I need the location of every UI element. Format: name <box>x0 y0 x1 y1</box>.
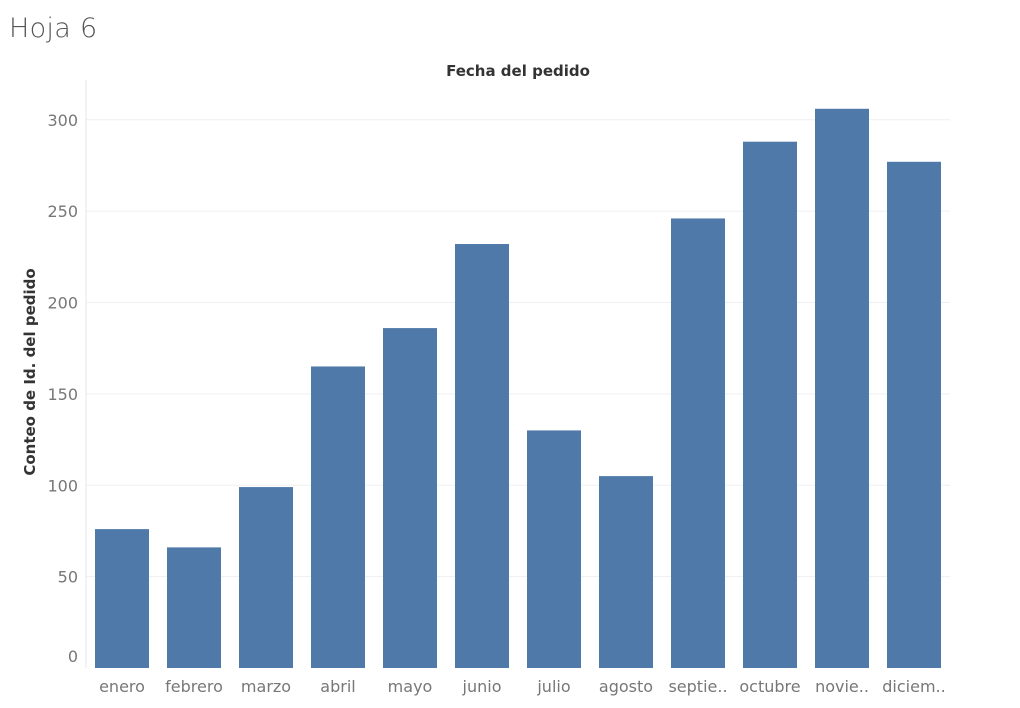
bar-2[interactable] <box>167 547 221 668</box>
bar-8[interactable] <box>599 476 653 668</box>
x-tick-label: enero <box>99 677 145 696</box>
y-tick-label: 300 <box>47 111 78 130</box>
y-tick-label: 200 <box>47 294 78 313</box>
x-axis-title: Fecha del pedido <box>446 62 590 80</box>
bar-5[interactable] <box>383 328 437 668</box>
x-tick-label: octubre <box>739 677 800 696</box>
y-tick-label: 50 <box>58 568 78 587</box>
x-tick-label: diciem.. <box>882 677 945 696</box>
bar-7[interactable] <box>527 430 581 668</box>
y-tick-label: 250 <box>47 202 78 221</box>
x-tick-label: marzo <box>241 677 291 696</box>
x-tick-label: novie.. <box>815 677 869 696</box>
bars[interactable] <box>95 108 941 668</box>
bar-10[interactable] <box>743 141 797 668</box>
y-axis-title: Conteo de Id. del pedido <box>21 268 39 475</box>
y-tick-label: 0 <box>68 647 78 666</box>
bar-3[interactable] <box>239 487 293 668</box>
y-axis-ticks: 0 50 100 150 200 250 300 <box>47 111 78 666</box>
bar-4[interactable] <box>311 366 365 668</box>
bar-1[interactable] <box>95 529 149 668</box>
gridlines <box>86 119 950 578</box>
bar-11[interactable] <box>815 108 869 668</box>
x-tick-label: agosto <box>599 677 653 696</box>
x-tick-label: febrero <box>165 677 223 696</box>
x-tick-label: junio <box>462 677 502 696</box>
y-tick-label: 100 <box>47 476 78 495</box>
x-axis-ticks: enero febrero marzo abril mayo junio julio agos… <box>99 677 946 696</box>
sheet-title: Hoja 6 <box>9 13 98 44</box>
bar-12[interactable] <box>887 161 941 668</box>
x-tick-label: julio <box>536 677 570 696</box>
y-tick-label: 150 <box>47 385 78 404</box>
x-tick-label: abril <box>320 677 355 696</box>
x-tick-label: mayo <box>388 677 433 696</box>
bar-9[interactable] <box>671 218 725 668</box>
bar-6[interactable] <box>455 244 509 668</box>
x-tick-label: septie.. <box>668 677 727 696</box>
